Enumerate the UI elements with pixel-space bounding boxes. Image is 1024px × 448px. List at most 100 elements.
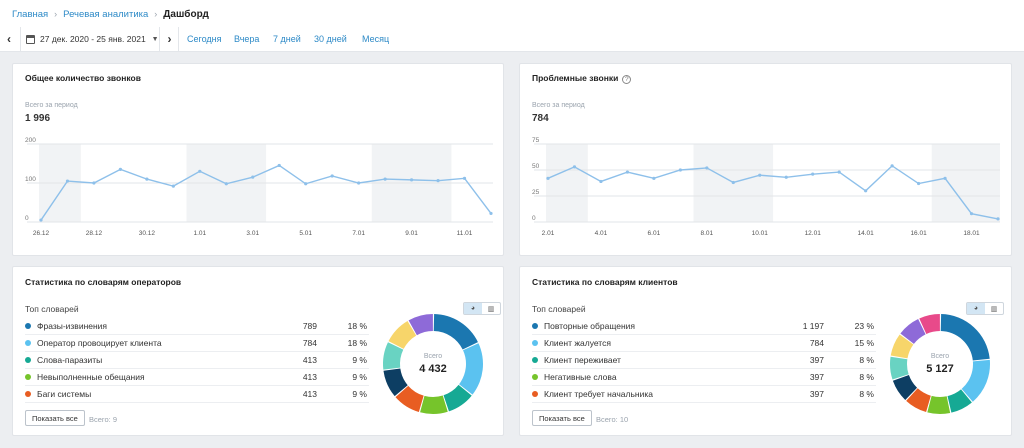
data-point[interactable]	[943, 176, 947, 180]
date-range-picker[interactable]: 27 дек. 2020 - 25 янв. 2021 ▼	[20, 27, 160, 51]
data-point[interactable]	[705, 166, 709, 170]
quick-7-days[interactable]: 7 дней	[273, 34, 301, 44]
data-point[interactable]	[996, 217, 1000, 221]
problem-calls-card: Проблемные звонки? Всего за период 784 7…	[519, 63, 1012, 256]
data-point[interactable]	[546, 176, 550, 180]
data-point[interactable]	[599, 179, 603, 184]
data-point[interactable]	[811, 172, 815, 176]
dict-row[interactable]: Негативные слова 397 8 %	[532, 369, 876, 386]
x-tick-label: 7.01	[352, 230, 365, 237]
x-tick-label: 2.01	[542, 230, 555, 237]
breadcrumb-home[interactable]: Главная	[12, 8, 49, 20]
bar-chart-icon[interactable]: ▥	[990, 305, 998, 313]
dict-row[interactable]: Клиент требует начальника 397 8 %	[532, 386, 876, 403]
data-point[interactable]	[65, 179, 70, 183]
next-period-button[interactable]: ›	[161, 27, 179, 51]
dict-value: 413	[302, 389, 317, 399]
dict-row[interactable]: Слова-паразиты 413 9 %	[25, 352, 369, 369]
donut-slice[interactable]	[892, 375, 918, 400]
data-point[interactable]	[489, 211, 493, 216]
data-point[interactable]	[92, 181, 96, 185]
donut-slice[interactable]	[947, 389, 972, 413]
data-point[interactable]	[969, 212, 974, 216]
y-tick-label: 75	[532, 137, 540, 144]
dict-row[interactable]: Фразы-извинения 789 18 %	[25, 318, 369, 335]
dict-row[interactable]: Клиент жалуется 784 15 %	[532, 335, 876, 352]
quick-month[interactable]: Месяц	[362, 34, 390, 44]
series-dot	[532, 323, 538, 329]
dict-row[interactable]: Клиент переживает 397 8 %	[532, 352, 876, 369]
data-point[interactable]	[251, 175, 255, 179]
data-point[interactable]	[436, 179, 440, 183]
data-point[interactable]	[572, 165, 577, 169]
data-point[interactable]	[625, 170, 630, 174]
data-point[interactable]	[171, 184, 175, 188]
data-point[interactable]	[224, 182, 228, 186]
data-point[interactable]	[304, 182, 308, 186]
donut-slice[interactable]	[395, 385, 424, 412]
dict-row[interactable]: Повторные обращения 1 197 23 %	[532, 318, 876, 335]
show-all-button[interactable]: Показать все	[25, 410, 85, 426]
donut-slice[interactable]	[961, 359, 990, 402]
dict-value: 1 197	[802, 321, 824, 331]
donut-slice[interactable]	[890, 356, 909, 380]
view-toggle: ◕ ▥	[463, 302, 501, 315]
data-point[interactable]	[383, 177, 387, 181]
x-tick-label: 12.01	[805, 230, 822, 237]
breadcrumb-section[interactable]: Речевая аналитика	[63, 8, 149, 20]
data-point[interactable]	[462, 176, 467, 180]
data-point[interactable]	[330, 174, 334, 178]
x-tick-label: 28.12	[86, 230, 103, 237]
donut-slice[interactable]	[420, 395, 448, 414]
donut-slice[interactable]	[383, 368, 408, 397]
data-point[interactable]	[837, 170, 841, 174]
total-count: Всего: 9	[89, 415, 118, 424]
data-point[interactable]	[916, 181, 921, 186]
donut-slice[interactable]	[459, 343, 483, 395]
dict-row[interactable]: Баги системы 413 9 %	[25, 386, 369, 403]
data-point[interactable]	[198, 169, 202, 173]
data-point[interactable]	[652, 176, 656, 180]
data-point[interactable]	[758, 173, 762, 177]
series-dot	[25, 391, 31, 397]
dict-row[interactable]: Невыполненные обещания 413 9 %	[25, 369, 369, 386]
bar-chart-icon[interactable]: ▥	[487, 305, 495, 313]
data-point[interactable]	[357, 181, 361, 185]
dict-row[interactable]: Оператор провоцирует клиента 784 18 %	[25, 335, 369, 352]
quick-yesterday[interactable]: Вчера	[234, 34, 260, 44]
data-point[interactable]	[890, 164, 894, 168]
donut-slice[interactable]	[433, 314, 478, 350]
donut-slice[interactable]	[890, 334, 914, 359]
data-point[interactable]	[277, 163, 281, 168]
dict-label: Клиент переживает	[544, 355, 621, 365]
data-point[interactable]	[118, 167, 123, 171]
donut-slice[interactable]	[927, 395, 951, 414]
pie-chart-icon[interactable]: ◕	[464, 303, 482, 314]
data-point[interactable]	[731, 180, 735, 185]
data-point[interactable]	[678, 168, 682, 172]
dict-value: 784	[302, 338, 317, 348]
top-label: Топ словарей	[25, 304, 79, 314]
quick-today[interactable]: Сегодня	[187, 34, 222, 44]
quick-30-days[interactable]: 30 дней	[314, 34, 347, 44]
data-point[interactable]	[784, 175, 788, 179]
pie-chart-icon[interactable]: ◕	[967, 303, 985, 314]
data-point[interactable]	[145, 177, 149, 181]
donut-slice[interactable]	[940, 314, 990, 361]
donut-slice[interactable]	[900, 319, 926, 344]
donut-center-value: 5 127	[926, 363, 954, 375]
donut-slice[interactable]	[919, 314, 940, 334]
x-tick-label: 5.01	[299, 230, 312, 237]
donut-slice[interactable]	[408, 314, 433, 336]
prev-period-button[interactable]: ‹	[7, 32, 11, 46]
problem-total: 784	[532, 113, 549, 124]
data-point[interactable]	[409, 178, 414, 182]
donut-slice[interactable]	[388, 320, 417, 349]
show-all-button[interactable]: Показать все	[532, 410, 592, 426]
data-point[interactable]	[864, 189, 868, 193]
donut-slice[interactable]	[383, 342, 404, 370]
donut-slice[interactable]	[443, 384, 472, 412]
data-point[interactable]	[39, 218, 43, 222]
help-icon[interactable]: ?	[622, 75, 632, 84]
donut-slice[interactable]	[906, 388, 931, 413]
